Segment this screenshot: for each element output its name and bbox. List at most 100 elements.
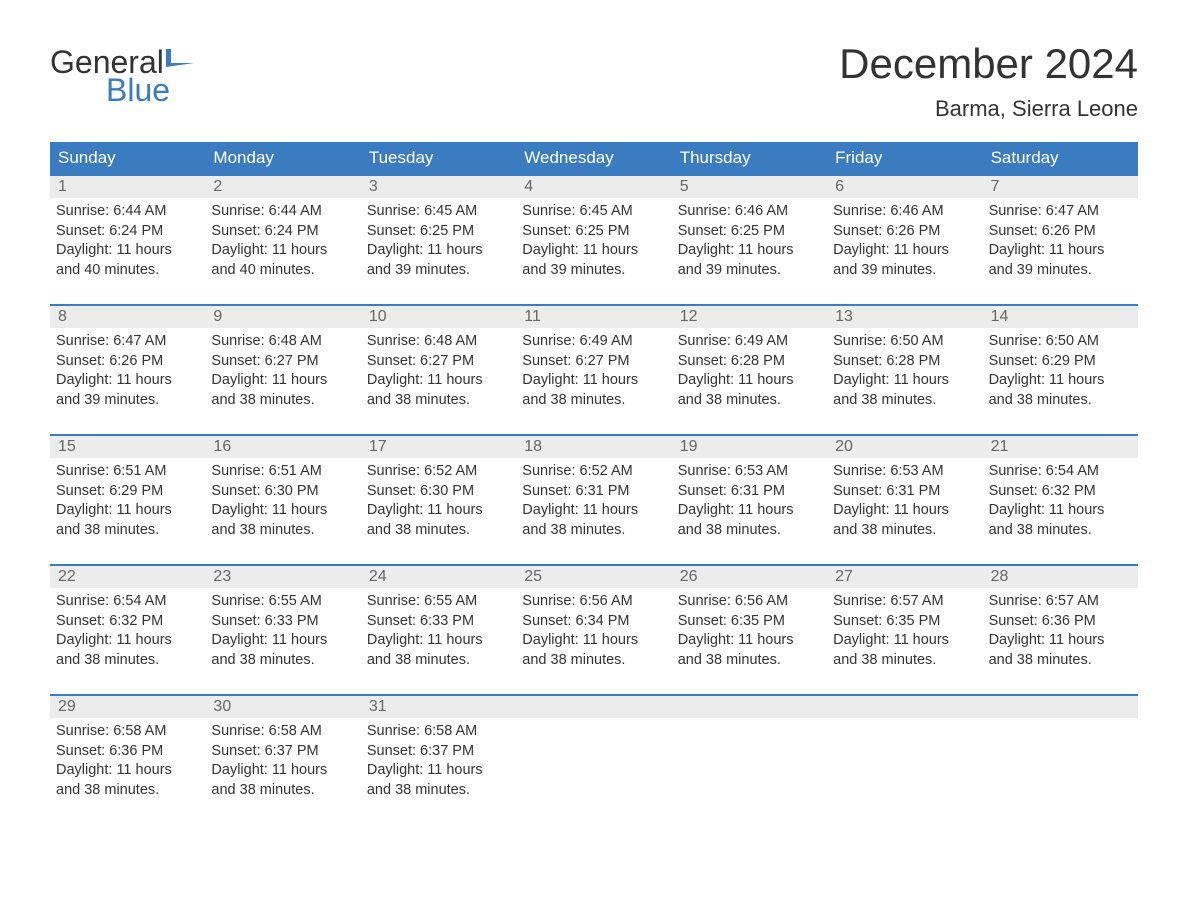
day-number: 14 xyxy=(983,306,1138,328)
day-sunset: Sunset: 6:26 PM xyxy=(989,222,1132,242)
day-number: 4 xyxy=(516,176,671,198)
weekday-header: Tuesday xyxy=(361,142,516,174)
day-daylight2: and 38 minutes. xyxy=(678,521,821,541)
day-cell xyxy=(983,696,1138,814)
day-daylight2: and 38 minutes. xyxy=(833,521,976,541)
day-cell xyxy=(827,696,982,814)
day-sunrise: Sunrise: 6:54 AM xyxy=(989,462,1132,482)
day-cell: 16Sunrise: 6:51 AMSunset: 6:30 PMDayligh… xyxy=(205,436,360,554)
day-cell: 15Sunrise: 6:51 AMSunset: 6:29 PMDayligh… xyxy=(50,436,205,554)
week-row: 29Sunrise: 6:58 AMSunset: 6:36 PMDayligh… xyxy=(50,694,1138,814)
day-sunset: Sunset: 6:36 PM xyxy=(56,742,199,762)
flag-icon xyxy=(166,40,194,72)
day-cell: 9Sunrise: 6:48 AMSunset: 6:27 PMDaylight… xyxy=(205,306,360,424)
day-daylight2: and 38 minutes. xyxy=(989,651,1132,671)
day-daylight1: Daylight: 11 hours xyxy=(678,501,821,521)
day-daylight2: and 39 minutes. xyxy=(367,261,510,281)
day-content: Sunrise: 6:47 AMSunset: 6:26 PMDaylight:… xyxy=(983,198,1138,286)
day-daylight1: Daylight: 11 hours xyxy=(833,241,976,261)
day-cell: 11Sunrise: 6:49 AMSunset: 6:27 PMDayligh… xyxy=(516,306,671,424)
day-daylight1: Daylight: 11 hours xyxy=(367,761,510,781)
day-sunrise: Sunrise: 6:57 AM xyxy=(833,592,976,612)
day-number: 13 xyxy=(827,306,982,328)
day-number: 2 xyxy=(205,176,360,198)
logo: General Blue xyxy=(50,40,194,106)
day-sunrise: Sunrise: 6:52 AM xyxy=(522,462,665,482)
day-daylight2: and 38 minutes. xyxy=(367,651,510,671)
day-sunset: Sunset: 6:37 PM xyxy=(367,742,510,762)
weekday-header: Friday xyxy=(827,142,982,174)
weeks-container: 1Sunrise: 6:44 AMSunset: 6:24 PMDaylight… xyxy=(50,174,1138,814)
day-daylight2: and 38 minutes. xyxy=(522,391,665,411)
day-sunrise: Sunrise: 6:46 AM xyxy=(678,202,821,222)
day-daylight1: Daylight: 11 hours xyxy=(56,761,199,781)
day-cell: 20Sunrise: 6:53 AMSunset: 6:31 PMDayligh… xyxy=(827,436,982,554)
day-content: Sunrise: 6:58 AMSunset: 6:37 PMDaylight:… xyxy=(205,718,360,806)
day-content: Sunrise: 6:45 AMSunset: 6:25 PMDaylight:… xyxy=(516,198,671,286)
day-content: Sunrise: 6:51 AMSunset: 6:30 PMDaylight:… xyxy=(205,458,360,546)
day-cell: 31Sunrise: 6:58 AMSunset: 6:37 PMDayligh… xyxy=(361,696,516,814)
day-daylight2: and 38 minutes. xyxy=(211,391,354,411)
day-daylight2: and 38 minutes. xyxy=(211,781,354,801)
day-number xyxy=(827,696,982,718)
day-sunset: Sunset: 6:37 PM xyxy=(211,742,354,762)
week-row: 8Sunrise: 6:47 AMSunset: 6:26 PMDaylight… xyxy=(50,304,1138,424)
day-number: 1 xyxy=(50,176,205,198)
day-content: Sunrise: 6:50 AMSunset: 6:28 PMDaylight:… xyxy=(827,328,982,416)
day-cell: 23Sunrise: 6:55 AMSunset: 6:33 PMDayligh… xyxy=(205,566,360,684)
weekday-header: Wednesday xyxy=(516,142,671,174)
day-sunrise: Sunrise: 6:52 AM xyxy=(367,462,510,482)
day-sunset: Sunset: 6:28 PM xyxy=(678,352,821,372)
day-number: 27 xyxy=(827,566,982,588)
day-daylight2: and 38 minutes. xyxy=(367,781,510,801)
day-sunset: Sunset: 6:31 PM xyxy=(678,482,821,502)
day-content: Sunrise: 6:53 AMSunset: 6:31 PMDaylight:… xyxy=(827,458,982,546)
day-sunset: Sunset: 6:31 PM xyxy=(522,482,665,502)
day-sunset: Sunset: 6:32 PM xyxy=(989,482,1132,502)
month-title: December 2024 xyxy=(839,40,1138,88)
day-daylight2: and 39 minutes. xyxy=(678,261,821,281)
day-number: 22 xyxy=(50,566,205,588)
day-sunset: Sunset: 6:26 PM xyxy=(56,352,199,372)
day-daylight1: Daylight: 11 hours xyxy=(211,631,354,651)
day-daylight1: Daylight: 11 hours xyxy=(989,371,1132,391)
day-daylight1: Daylight: 11 hours xyxy=(211,501,354,521)
day-daylight1: Daylight: 11 hours xyxy=(522,631,665,651)
day-number: 16 xyxy=(205,436,360,458)
day-number xyxy=(516,696,671,718)
day-sunrise: Sunrise: 6:55 AM xyxy=(211,592,354,612)
day-sunset: Sunset: 6:33 PM xyxy=(367,612,510,632)
day-daylight2: and 39 minutes. xyxy=(56,391,199,411)
day-number: 5 xyxy=(672,176,827,198)
day-number: 29 xyxy=(50,696,205,718)
day-daylight1: Daylight: 11 hours xyxy=(367,501,510,521)
day-daylight1: Daylight: 11 hours xyxy=(678,371,821,391)
day-number: 17 xyxy=(361,436,516,458)
day-cell: 6Sunrise: 6:46 AMSunset: 6:26 PMDaylight… xyxy=(827,176,982,294)
day-content: Sunrise: 6:55 AMSunset: 6:33 PMDaylight:… xyxy=(205,588,360,676)
day-daylight2: and 38 minutes. xyxy=(522,651,665,671)
day-cell: 13Sunrise: 6:50 AMSunset: 6:28 PMDayligh… xyxy=(827,306,982,424)
day-sunset: Sunset: 6:25 PM xyxy=(522,222,665,242)
day-sunrise: Sunrise: 6:56 AM xyxy=(522,592,665,612)
day-daylight2: and 38 minutes. xyxy=(678,391,821,411)
day-cell: 26Sunrise: 6:56 AMSunset: 6:35 PMDayligh… xyxy=(672,566,827,684)
day-daylight2: and 39 minutes. xyxy=(989,261,1132,281)
day-sunset: Sunset: 6:33 PM xyxy=(211,612,354,632)
day-content: Sunrise: 6:56 AMSunset: 6:35 PMDaylight:… xyxy=(672,588,827,676)
day-content: Sunrise: 6:57 AMSunset: 6:36 PMDaylight:… xyxy=(983,588,1138,676)
day-content: Sunrise: 6:46 AMSunset: 6:26 PMDaylight:… xyxy=(827,198,982,286)
day-cell: 17Sunrise: 6:52 AMSunset: 6:30 PMDayligh… xyxy=(361,436,516,554)
day-sunrise: Sunrise: 6:47 AM xyxy=(989,202,1132,222)
day-sunset: Sunset: 6:27 PM xyxy=(211,352,354,372)
day-cell: 5Sunrise: 6:46 AMSunset: 6:25 PMDaylight… xyxy=(672,176,827,294)
day-sunrise: Sunrise: 6:54 AM xyxy=(56,592,199,612)
day-content: Sunrise: 6:45 AMSunset: 6:25 PMDaylight:… xyxy=(361,198,516,286)
day-cell xyxy=(516,696,671,814)
day-content: Sunrise: 6:48 AMSunset: 6:27 PMDaylight:… xyxy=(205,328,360,416)
logo-text-bottom: Blue xyxy=(106,74,194,106)
day-cell: 1Sunrise: 6:44 AMSunset: 6:24 PMDaylight… xyxy=(50,176,205,294)
day-number: 15 xyxy=(50,436,205,458)
day-sunrise: Sunrise: 6:46 AM xyxy=(833,202,976,222)
day-sunset: Sunset: 6:29 PM xyxy=(989,352,1132,372)
